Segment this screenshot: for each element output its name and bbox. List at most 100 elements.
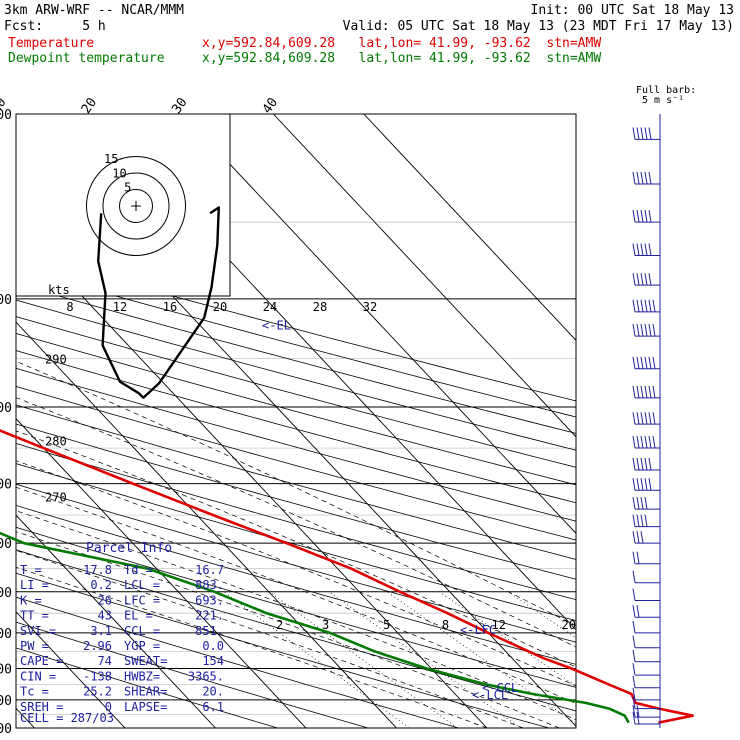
dry-adiabat-300	[16, 526, 576, 688]
parcel-info-panel: Parcel Info T = 17.8 Td = 16.7 LI = 0.2 LCL = 8…	[20, 541, 224, 725]
barb-flag	[652, 412, 656, 425]
barb-flag	[640, 299, 644, 312]
barb-flag	[632, 457, 636, 471]
hodo-ring-15	[86, 156, 186, 256]
barb-flag	[636, 457, 640, 471]
barb-flag	[636, 551, 640, 564]
barb-flag	[648, 478, 652, 491]
mixing-ratio-8	[386, 591, 576, 725]
dry-adiabat-430	[16, 283, 576, 434]
parcel-label-7: CIN =	[20, 669, 56, 683]
isotherm-50	[363, 114, 576, 341]
parcel-value-7: -138	[83, 669, 112, 683]
header-valid: Valid: 05 UTC Sat 18 May 13 (23 MDT Fri …	[343, 19, 734, 34]
barb-flag	[644, 324, 648, 337]
barb-flag	[636, 478, 640, 491]
mixing-label-12: 12	[492, 618, 506, 632]
barb-flag	[644, 478, 648, 491]
mixing-label-5: 5	[383, 618, 390, 632]
barb-flag	[640, 514, 644, 527]
barb-flag	[632, 635, 636, 648]
moist-adiabat-12	[16, 510, 576, 721]
parcel-label2-7: HWBZ=	[124, 669, 160, 683]
barb-flag	[632, 705, 636, 718]
barb-flag	[636, 171, 640, 185]
barb-flag	[632, 299, 636, 312]
dry-adiabat-310	[16, 504, 576, 665]
dry-adiabat-420	[16, 299, 576, 451]
barb-flag	[652, 299, 656, 312]
dry-adiabat-340	[16, 443, 576, 601]
parcel-label2-9: LAPSE=	[124, 700, 167, 714]
parcel-value-2: 26	[98, 593, 112, 607]
wind-barb-290	[632, 385, 660, 399]
wind-barb-700	[632, 620, 660, 634]
barb-flag	[632, 649, 636, 662]
barb-flag	[632, 210, 636, 223]
barb-flag	[648, 273, 652, 286]
barb-flag	[648, 385, 652, 398]
parcel-label-4: SVI =	[20, 624, 56, 638]
plot-frame	[15, 113, 577, 729]
barb-flag	[648, 457, 652, 471]
barb-flag	[644, 273, 648, 286]
barb-flag	[652, 435, 656, 449]
barb-flag	[648, 435, 652, 449]
barb-flag	[632, 662, 636, 676]
wind-barb-780	[632, 649, 660, 663]
barb-flag	[648, 171, 652, 185]
barb-flag	[648, 299, 652, 312]
barb-flag	[636, 299, 640, 312]
hodo-ring-5	[119, 189, 153, 223]
barb-flag	[632, 620, 636, 633]
barb-flag	[632, 588, 636, 601]
parcel-label-0: T =	[20, 563, 42, 577]
barb-flag	[632, 478, 636, 491]
barb-flag	[640, 478, 644, 491]
parcel-value2-2: 693.	[195, 593, 224, 607]
parcel-label-5: PW =	[20, 639, 49, 653]
parcel-value2-7: 3365.	[188, 669, 224, 683]
barb-flag	[636, 435, 640, 449]
dry-adiabat-450	[16, 252, 576, 402]
dry-adiabat-390	[16, 350, 576, 504]
barb-flag	[636, 531, 640, 544]
barb-flag	[636, 711, 640, 725]
isotherm-label-30: 30	[169, 95, 190, 116]
mixing-label-3: 3	[322, 618, 329, 632]
barb-flag	[636, 496, 640, 510]
pressure-label-500: 500	[0, 537, 12, 552]
pressure-label-100: 100	[0, 108, 12, 123]
mixing-label-20: 20	[562, 618, 576, 632]
speed-label-28: 28	[313, 300, 327, 314]
barb-flag	[640, 457, 644, 471]
parcel-value-8: 25.2	[83, 685, 112, 699]
legend-dewpoint: Dewpoint temperature	[8, 51, 165, 66]
wind-barb-440	[632, 496, 660, 510]
parcel-value-5: 2.96	[83, 639, 112, 653]
isotherm--30	[16, 514, 216, 728]
hodo-units: kts	[48, 283, 70, 297]
hodo-ring-label-10: 10	[112, 166, 126, 180]
barb-flag	[648, 356, 652, 369]
parcel-label-2: K =	[20, 593, 42, 607]
barb-flag	[640, 531, 644, 544]
barb-flag	[644, 457, 648, 471]
barb-flag	[636, 210, 640, 223]
parcel-label2-4: CCL =	[124, 624, 160, 638]
wind-barb-380	[632, 457, 660, 471]
barb-flag	[636, 412, 640, 425]
pressure-label-300: 300	[0, 401, 12, 416]
dry-adiabat-260	[16, 621, 370, 728]
barb-flag	[636, 324, 640, 337]
barb-flag	[640, 273, 644, 286]
parcel-value2-5: 0.0	[202, 639, 224, 653]
dewpoint-line	[0, 531, 630, 724]
dry-adiabat-320	[16, 483, 576, 643]
barb-flag	[644, 412, 648, 425]
wind-barb-210	[632, 299, 660, 313]
pressure-label-600: 600	[0, 586, 12, 601]
wind-barb-350	[632, 435, 660, 449]
parcel-value2-8: 20.	[202, 685, 224, 699]
moist-adiabat-16	[16, 486, 576, 704]
